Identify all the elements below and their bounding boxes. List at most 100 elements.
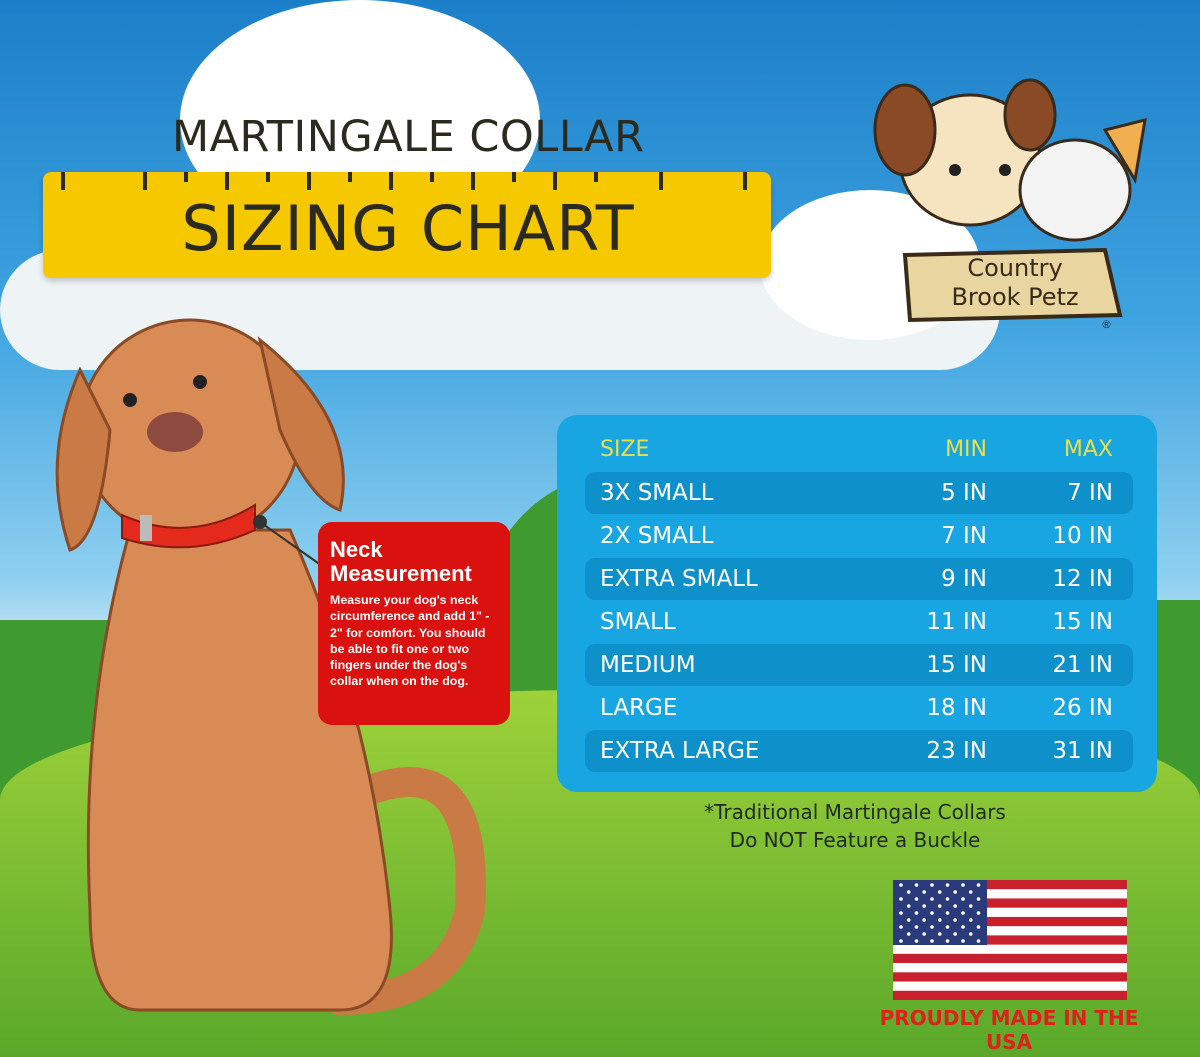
flag-star bbox=[937, 904, 942, 908]
size-cell: EXTRA SMALL bbox=[600, 566, 758, 592]
size-cell: SMALL bbox=[600, 609, 676, 635]
min-cell: 23 IN bbox=[926, 738, 987, 764]
flag-star bbox=[945, 897, 950, 901]
min-cell: 9 IN bbox=[941, 566, 987, 592]
flag-star bbox=[961, 897, 965, 901]
flag-star bbox=[899, 911, 903, 915]
table-row: 2X SMALL 7 IN 10 IN bbox=[585, 515, 1133, 557]
min-cell: 11 IN bbox=[926, 609, 987, 635]
size-cell: MEDIUM bbox=[600, 652, 696, 678]
flag-star bbox=[906, 932, 911, 936]
flag-star bbox=[945, 925, 950, 929]
flag-star bbox=[968, 904, 973, 908]
header-max: MAX bbox=[1063, 437, 1113, 462]
flag-stripe bbox=[893, 944, 1127, 955]
flag-star bbox=[961, 883, 965, 887]
flag-stripe bbox=[893, 880, 1127, 890]
size-cell: EXTRA LARGE bbox=[600, 738, 760, 764]
flag-star bbox=[953, 918, 957, 922]
flag-star bbox=[937, 918, 942, 922]
flag-star bbox=[899, 883, 903, 887]
flag-star bbox=[961, 939, 965, 943]
flag-stripe bbox=[893, 889, 1127, 899]
flag-star bbox=[930, 925, 934, 929]
flag-star bbox=[976, 883, 981, 887]
ruler-banner: SIZING CHART bbox=[43, 172, 771, 278]
flag-star bbox=[914, 939, 919, 943]
flag-star bbox=[899, 897, 903, 901]
sizing-table: SIZE MIN MAX 3X SMALL 5 IN 7 IN 2X SMALL 7 I… bbox=[557, 415, 1157, 792]
flag-star bbox=[922, 918, 926, 922]
flag-star bbox=[899, 925, 903, 929]
title-line1: MARTINGALE COLLAR bbox=[172, 112, 645, 162]
max-cell: 21 IN bbox=[1052, 652, 1113, 678]
flag-star bbox=[914, 911, 919, 915]
flag-star bbox=[906, 890, 911, 894]
flag-star bbox=[945, 911, 950, 915]
table-row: MEDIUM 15 IN 21 IN bbox=[585, 644, 1133, 686]
flag-star bbox=[906, 918, 911, 922]
flag-star bbox=[968, 932, 973, 936]
flag-star bbox=[937, 890, 942, 894]
max-cell: 31 IN bbox=[1052, 738, 1113, 764]
flag-star bbox=[976, 925, 981, 929]
flag-star bbox=[953, 904, 957, 908]
table-row: LARGE 18 IN 26 IN bbox=[585, 687, 1133, 729]
dog-illustration bbox=[55, 318, 486, 1015]
title-line2: SIZING CHART bbox=[181, 192, 635, 265]
flag-stripe bbox=[893, 916, 1127, 927]
neck-measurement-text: Measure your dog's neck circumference an… bbox=[330, 593, 490, 689]
flag-star bbox=[906, 904, 911, 908]
flag-stripe bbox=[893, 935, 1127, 946]
flag-stripe bbox=[893, 963, 1127, 973]
table-row: EXTRA SMALL 9 IN 12 IN bbox=[585, 558, 1133, 600]
flag-stripe bbox=[893, 926, 1127, 936]
flag-stripe bbox=[893, 972, 1127, 983]
flag-star bbox=[922, 890, 926, 894]
min-cell: 15 IN bbox=[926, 652, 987, 678]
flag-star bbox=[922, 904, 926, 908]
flag-star bbox=[968, 890, 973, 894]
flag-stripe bbox=[893, 898, 1127, 909]
svg-text:Country: Country bbox=[967, 254, 1062, 282]
flag-star bbox=[953, 890, 957, 894]
note-line1: *Traditional Martingale Collars bbox=[704, 800, 1006, 824]
flag-star bbox=[930, 897, 934, 901]
flag-star bbox=[930, 883, 934, 887]
flag-star bbox=[922, 932, 926, 936]
max-cell: 15 IN bbox=[1052, 609, 1113, 635]
max-cell: 12 IN bbox=[1052, 566, 1113, 592]
max-cell: 7 IN bbox=[1067, 480, 1113, 506]
svg-text:®: ® bbox=[1101, 318, 1112, 331]
header-size: SIZE bbox=[600, 437, 650, 462]
min-cell: 18 IN bbox=[926, 695, 987, 721]
flag-stripe bbox=[893, 990, 1127, 1000]
flag-star bbox=[953, 932, 957, 936]
made-in-usa-label: PROUDLY MADE IN THE USA bbox=[879, 1006, 1139, 1054]
flag-star bbox=[976, 911, 981, 915]
min-cell: 7 IN bbox=[941, 523, 987, 549]
flag-star bbox=[937, 932, 942, 936]
size-cell: 2X SMALL bbox=[600, 523, 714, 549]
neck-measurement-box: Neck Measurement Measure your dog's neck… bbox=[318, 522, 510, 725]
flag-star bbox=[968, 918, 973, 922]
table-row: 3X SMALL 5 IN 7 IN bbox=[585, 472, 1133, 514]
flag-star bbox=[945, 883, 950, 887]
flag-star bbox=[914, 897, 919, 901]
table-row: EXTRA LARGE 23 IN 31 IN bbox=[585, 730, 1133, 772]
flag-star bbox=[914, 883, 919, 887]
table-row: SMALL 11 IN 15 IN bbox=[585, 601, 1133, 643]
flag-star bbox=[899, 939, 903, 943]
flag-star bbox=[930, 939, 934, 943]
flag-stripe bbox=[893, 953, 1127, 964]
flag-star bbox=[961, 911, 965, 915]
min-cell: 5 IN bbox=[941, 480, 987, 506]
country-brook-petz-logo: Country Brook Petz ® bbox=[873, 78, 1147, 331]
flag-stripe bbox=[893, 907, 1127, 918]
flag-stripe bbox=[893, 981, 1127, 992]
flag-star bbox=[976, 939, 981, 943]
flag-star bbox=[961, 925, 965, 929]
flag-star bbox=[930, 911, 934, 915]
neck-measurement-heading: Neck Measurement bbox=[330, 537, 472, 586]
size-cell: 3X SMALL bbox=[600, 480, 714, 506]
